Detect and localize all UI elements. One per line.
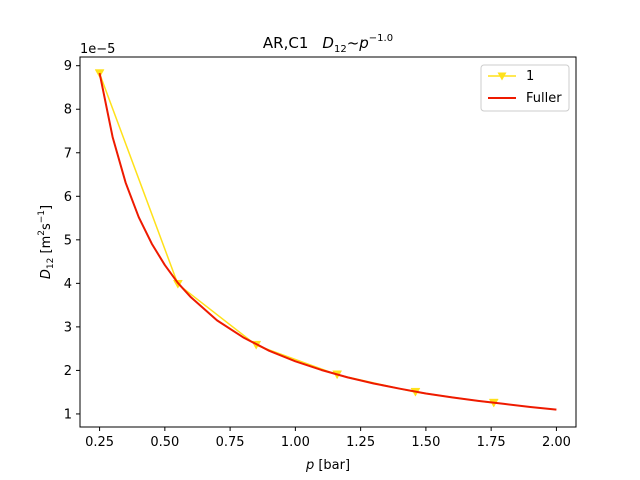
y-tick-label: 6 [64, 190, 72, 205]
axes-frame [79, 56, 577, 428]
y-tick-label: 7 [64, 146, 72, 161]
y-offset-text: 1e−5 [80, 42, 115, 57]
legend-marker-series-1 [497, 72, 507, 81]
y-tick-label: 1 [64, 407, 72, 422]
x-axis-label: p [bar] [305, 458, 350, 473]
x-tick-label: 1.25 [346, 435, 375, 450]
legend-label-series-1: 1 [526, 69, 534, 84]
x-tick-label: 1.00 [281, 435, 310, 450]
x-tick-label: 2.00 [542, 435, 571, 450]
line-fuller [98, 72, 557, 411]
x-tick-label: 1.50 [411, 435, 440, 450]
series-layer [94, 69, 557, 411]
x-tick-label: 0.75 [216, 435, 245, 450]
y-axis-ticks: 1 2 3 4 5 6 7 8 9 [64, 59, 80, 422]
y-tick-label: 2 [64, 364, 72, 379]
x-tick-label: 0.25 [85, 435, 114, 450]
x-axis-ticks: 0.25 0.50 0.75 1.00 1.25 1.50 1.75 2.00 [85, 427, 571, 450]
y-axis-label: D12 [m2s−1] [37, 205, 56, 279]
y-tick-label: 4 [64, 277, 72, 292]
y-tick-label: 5 [64, 233, 72, 248]
y-tick-label: 3 [64, 320, 72, 335]
legend: 1 Fuller [480, 64, 570, 112]
plot-area: 0.25 0.50 0.75 1.00 1.25 1.50 1.75 2.00 1 2 3 4 5 6 7… [64, 59, 571, 450]
legend-label-fuller: Fuller [526, 91, 562, 106]
x-tick-label: 1.75 [477, 435, 506, 450]
y-tick-label: 9 [64, 59, 72, 74]
y-tick-label: 8 [64, 103, 72, 118]
chart-title: AR,C1 D12~p−1.0 [263, 33, 393, 55]
x-tick-label: 0.50 [150, 435, 179, 450]
